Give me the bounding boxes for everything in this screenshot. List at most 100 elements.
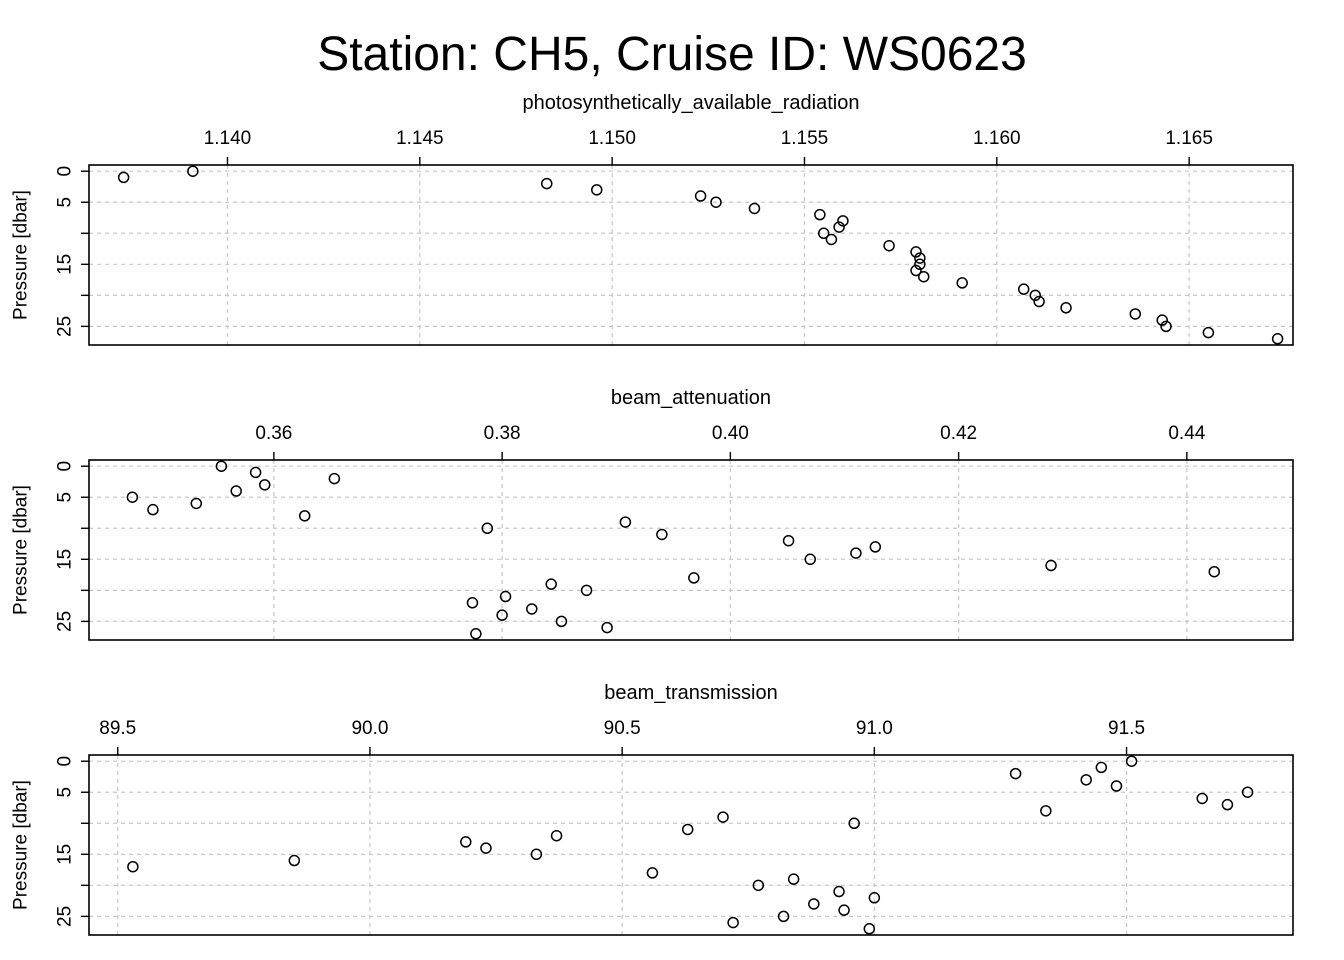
data-point bbox=[804, 553, 817, 566]
data-point bbox=[526, 603, 538, 615]
data-point bbox=[127, 860, 139, 873]
y-tick-label: 5 bbox=[55, 787, 76, 798]
x-tick-label: 91.0 bbox=[856, 718, 893, 739]
data-point bbox=[808, 898, 820, 910]
y-tick-label: 15 bbox=[55, 254, 76, 275]
x-tick-label: 1.160 bbox=[973, 128, 1021, 149]
y-tick-label: 0 bbox=[55, 461, 76, 472]
data-point bbox=[1156, 314, 1168, 326]
y-axis-label: Pressure [dbar] bbox=[11, 190, 32, 320]
data-point bbox=[1271, 333, 1284, 345]
data-point bbox=[298, 510, 311, 522]
data-point bbox=[1095, 761, 1108, 774]
plot-frame bbox=[88, 754, 1294, 936]
data-point bbox=[499, 590, 512, 603]
x-tick-label: 0.36 bbox=[255, 423, 292, 444]
y-tick-label: 25 bbox=[55, 906, 76, 927]
data-point bbox=[910, 264, 922, 277]
data-point bbox=[850, 547, 862, 559]
panel-title: photosynthetically_available_radiation bbox=[523, 92, 860, 114]
panel-1: photosynthetically_available_radiation 1.… bbox=[11, 92, 1294, 346]
data-point bbox=[817, 227, 830, 240]
x-tick-label: 89.5 bbox=[99, 718, 136, 739]
data-point bbox=[555, 615, 568, 628]
y-tick-label: 15 bbox=[55, 549, 76, 570]
data-point bbox=[541, 177, 553, 190]
data-point bbox=[1208, 565, 1221, 578]
data-point bbox=[956, 277, 968, 289]
y-tick-label: 0 bbox=[55, 166, 76, 177]
plot-frame bbox=[88, 459, 1294, 641]
x-tick-label: 0.40 bbox=[712, 423, 749, 444]
y-tick-label: 5 bbox=[55, 197, 76, 208]
y-tick-label: 0 bbox=[55, 756, 76, 767]
data-point bbox=[580, 584, 593, 597]
data-point bbox=[619, 516, 632, 528]
data-point bbox=[748, 202, 761, 215]
y-axis-label: Pressure [dbar] bbox=[11, 780, 32, 910]
data-point bbox=[126, 491, 139, 503]
data-point bbox=[1033, 295, 1045, 308]
data-point bbox=[914, 252, 926, 264]
data-point bbox=[601, 621, 613, 634]
data-point bbox=[1110, 780, 1123, 792]
data-point bbox=[837, 215, 849, 227]
data-point bbox=[868, 892, 881, 904]
data-point bbox=[914, 258, 926, 271]
data-point bbox=[288, 854, 301, 867]
data-point bbox=[591, 184, 603, 196]
data-point bbox=[460, 836, 472, 848]
panel-title: beam_attenuation bbox=[611, 387, 771, 409]
data-point bbox=[694, 190, 707, 202]
data-point bbox=[838, 904, 850, 916]
x-tick-label: 1.155 bbox=[781, 128, 829, 149]
data-point bbox=[717, 811, 729, 823]
data-point bbox=[117, 171, 130, 184]
x-tick-label: 1.145 bbox=[396, 128, 444, 149]
y-axis-label: Pressure [dbar] bbox=[11, 485, 32, 615]
data-point bbox=[863, 923, 876, 935]
data-point bbox=[1040, 805, 1052, 817]
data-point bbox=[545, 578, 557, 590]
x-tick-label: 1.140 bbox=[204, 128, 252, 149]
y-tick-label: 25 bbox=[55, 316, 76, 337]
data-point bbox=[470, 628, 482, 640]
data-point bbox=[1221, 798, 1234, 811]
data-point bbox=[496, 609, 508, 621]
x-tick-label: 90.5 bbox=[604, 718, 641, 739]
data-point bbox=[883, 239, 895, 252]
plot-frame bbox=[88, 164, 1294, 346]
data-point bbox=[530, 848, 543, 861]
x-tick-label: 91.5 bbox=[1108, 718, 1145, 739]
figure-title: Station: CH5, Cruise ID: WS0623 bbox=[317, 28, 1027, 81]
data-point bbox=[656, 528, 668, 541]
data-point bbox=[727, 916, 739, 929]
data-point bbox=[1129, 308, 1142, 320]
data-point bbox=[787, 873, 800, 885]
data-point bbox=[1125, 755, 1138, 767]
data-point bbox=[833, 885, 845, 898]
data-point bbox=[814, 208, 826, 221]
data-point bbox=[688, 572, 700, 584]
x-tick-label: 1.165 bbox=[1165, 128, 1213, 149]
data-point bbox=[825, 233, 838, 246]
y-tick-label: 15 bbox=[55, 844, 76, 865]
panel-title: beam_transmission bbox=[604, 682, 777, 704]
data-point bbox=[1196, 792, 1208, 805]
data-point bbox=[1017, 283, 1030, 295]
panel-3: beam_transmission 89.5 90.0 90.5 91.0 91.5 0 5 1… bbox=[11, 682, 1294, 936]
x-tick-label: 90.0 bbox=[351, 718, 388, 739]
data-point bbox=[681, 823, 694, 836]
data-point bbox=[215, 460, 228, 472]
data-point bbox=[481, 522, 494, 535]
data-point bbox=[1080, 774, 1092, 786]
data-point bbox=[187, 165, 199, 177]
y-tick-label: 5 bbox=[55, 492, 76, 503]
data-point bbox=[752, 879, 765, 892]
x-tick-label: 0.38 bbox=[484, 423, 521, 444]
x-tick-label: 0.44 bbox=[1168, 423, 1205, 444]
data-point bbox=[1060, 302, 1072, 314]
data-point bbox=[777, 910, 790, 923]
data-point bbox=[782, 534, 795, 547]
